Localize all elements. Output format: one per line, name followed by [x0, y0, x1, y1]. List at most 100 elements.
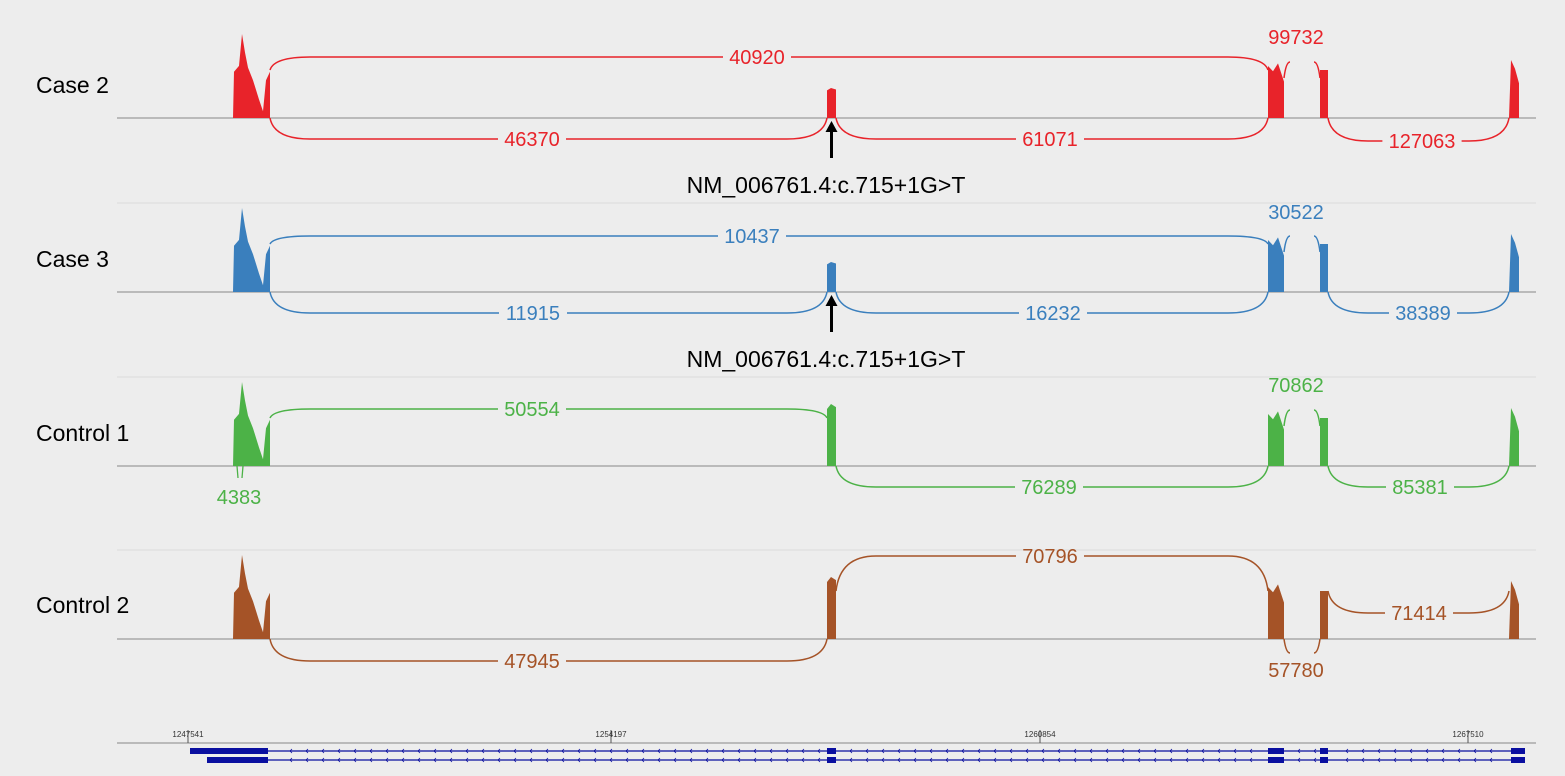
junction-arc — [1327, 117, 1383, 142]
splice-junction: 50554 — [269, 399, 828, 421]
strand-chevron — [353, 757, 357, 763]
strand-chevron — [1089, 748, 1093, 754]
strand-chevron — [385, 748, 389, 754]
coverage-exon3 — [1268, 584, 1284, 639]
splice-junction: 85381 — [1327, 465, 1510, 499]
splice-junction: 4383 — [217, 465, 261, 509]
exon-block — [1268, 757, 1284, 763]
strand-chevron — [1201, 748, 1205, 754]
strand-chevron — [1409, 757, 1413, 763]
strand-chevron — [1233, 757, 1237, 763]
splice-junction: 47945 — [269, 638, 828, 673]
junction-arc — [1327, 291, 1389, 314]
strand-chevron — [1425, 757, 1429, 763]
splice-junction: 99732 — [1268, 27, 1324, 79]
strand-chevron — [641, 748, 645, 754]
strand-chevron — [1409, 748, 1413, 754]
junction-arc — [835, 555, 1016, 592]
strand-chevron — [513, 757, 517, 763]
strand-chevron — [513, 748, 517, 754]
strand-chevron — [1393, 748, 1397, 754]
junction-arc — [835, 291, 1019, 314]
junction-arc — [835, 465, 1015, 488]
strand-chevron — [881, 748, 885, 754]
strand-chevron — [561, 757, 565, 763]
junction-arc — [835, 117, 1016, 140]
coverage-exon1 — [233, 555, 270, 639]
variant-annotation: NM_006761.4:c.715+1G>T — [687, 121, 966, 198]
ruler-tick-label: 1260854 — [1024, 730, 1056, 739]
strand-chevron — [593, 757, 597, 763]
track-label: Case 3 — [36, 246, 109, 272]
junction-arc — [1283, 61, 1291, 79]
track-control-2: Control 2 70796 71414 47945 57780 — [36, 546, 1536, 682]
strand-chevron — [945, 748, 949, 754]
strand-chevron — [625, 757, 629, 763]
strand-chevron — [1393, 757, 1397, 763]
junction-count: 38389 — [1395, 303, 1451, 325]
strand-chevron — [1457, 748, 1461, 754]
junction-arc — [1313, 409, 1321, 427]
strand-chevron — [1297, 748, 1301, 754]
exon-block — [1511, 757, 1525, 763]
strand-chevron — [1185, 757, 1189, 763]
strand-chevron — [481, 748, 485, 754]
junction-count: 127063 — [1389, 131, 1456, 153]
track-case-2: Case 2 40920 99732 46370 61071 127063 NM_00676… — [36, 27, 1536, 198]
strand-chevron — [529, 757, 533, 763]
strand-chevron — [385, 757, 389, 763]
variant-label: NM_006761.4:c.715+1G>T — [687, 172, 966, 198]
junction-arc — [1087, 291, 1269, 314]
coverage-exon3 — [1268, 411, 1284, 466]
splice-junction: 16232 — [835, 291, 1269, 325]
strand-chevron — [1345, 757, 1349, 763]
strand-chevron — [689, 748, 693, 754]
junction-count: 85381 — [1392, 477, 1448, 499]
coverage-exon2 — [827, 577, 836, 639]
strand-chevron — [897, 748, 901, 754]
junction-arc — [236, 465, 244, 479]
junction-arc — [1454, 465, 1510, 488]
strand-chevron — [1313, 748, 1317, 754]
exon-block — [1268, 748, 1284, 754]
gene-model — [190, 748, 1525, 763]
splice-junction: 11915 — [269, 291, 828, 325]
splice-junction: 38389 — [1327, 291, 1510, 325]
strand-chevron — [753, 748, 757, 754]
junction-arc — [1083, 465, 1269, 488]
junction-arc — [1313, 638, 1321, 654]
coverage-exon3 — [1268, 63, 1284, 118]
strand-chevron — [785, 748, 789, 754]
coverage-exon5 — [1509, 581, 1519, 639]
coverage-exon2 — [827, 404, 836, 466]
junction-arc — [269, 291, 499, 314]
junction-count: 61071 — [1022, 129, 1078, 151]
junction-arc — [566, 117, 828, 140]
strand-chevron — [449, 757, 453, 763]
splice-junction: 30522 — [1268, 202, 1324, 253]
strand-chevron — [561, 748, 565, 754]
strand-chevron — [865, 757, 869, 763]
junction-arc — [269, 56, 723, 71]
coverage-exon1 — [233, 382, 270, 466]
strand-chevron — [529, 748, 533, 754]
strand-chevron — [337, 748, 341, 754]
junction-arc — [1283, 638, 1291, 654]
junction-count: 46370 — [504, 129, 560, 151]
track-label: Control 2 — [36, 592, 129, 618]
track-label: Case 2 — [36, 72, 109, 98]
splice-junction: 70796 — [835, 546, 1269, 592]
tracks-layer: Case 2 40920 99732 46370 61071 127063 NM_00676… — [36, 27, 1536, 682]
strand-chevron — [1153, 757, 1157, 763]
strand-chevron — [897, 757, 901, 763]
strand-chevron — [1041, 757, 1045, 763]
strand-chevron — [401, 748, 405, 754]
junction-count: 70796 — [1022, 546, 1078, 568]
strand-chevron — [609, 757, 613, 763]
strand-chevron — [289, 757, 293, 763]
strand-chevron — [801, 757, 805, 763]
strand-chevron — [1073, 748, 1077, 754]
junction-count: 99732 — [1268, 27, 1324, 49]
strand-chevron — [1121, 757, 1125, 763]
strand-chevron — [977, 757, 981, 763]
